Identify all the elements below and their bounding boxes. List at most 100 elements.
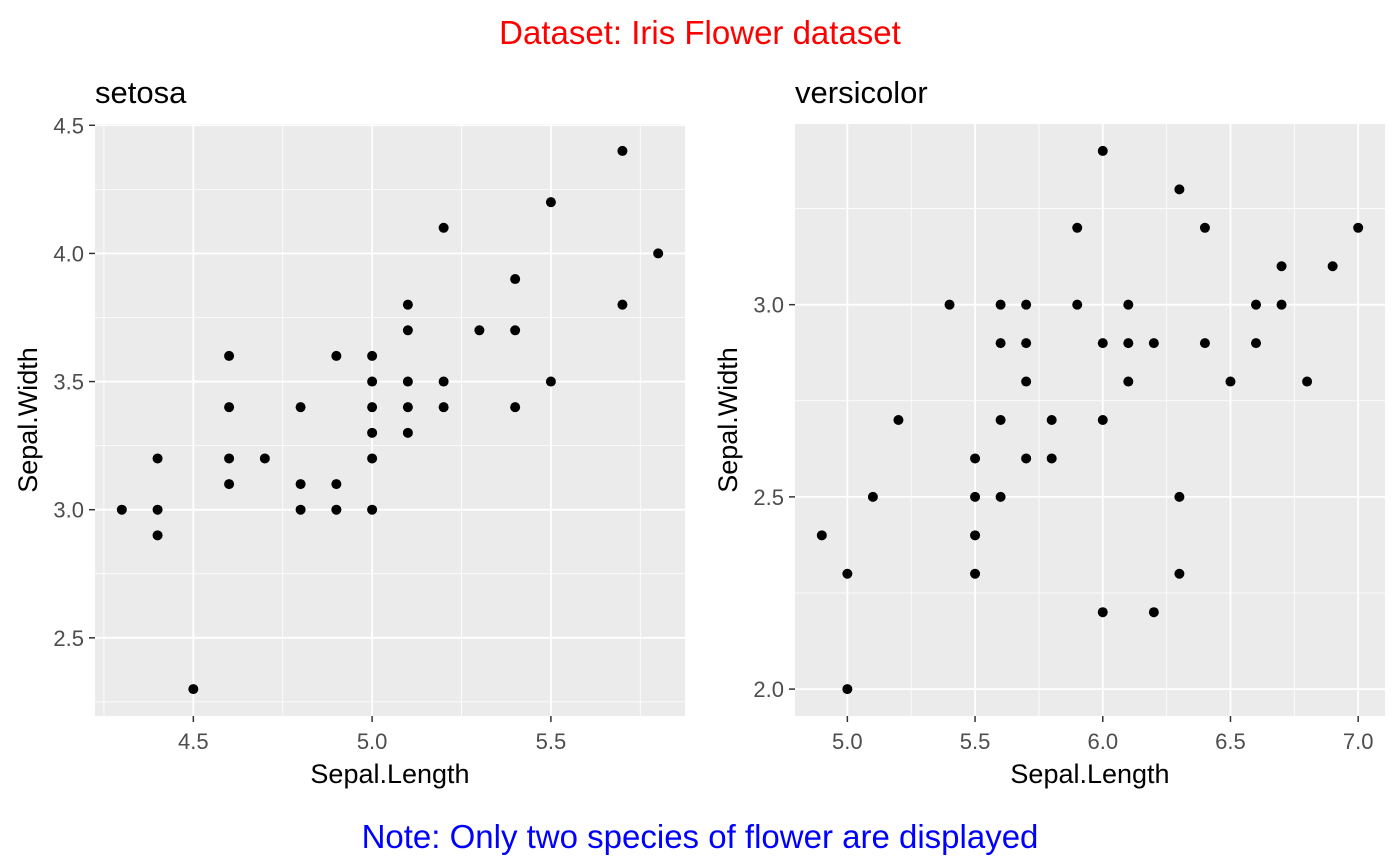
data-point — [1148, 607, 1159, 618]
data-point — [152, 453, 163, 464]
data-point — [331, 350, 342, 361]
data-point — [510, 325, 521, 336]
axis-ticks: 4.5 5.0 5.5 2.5 3.0 3.5 4.0 4.5 — [53, 113, 566, 754]
data-point — [1199, 338, 1210, 349]
y-tick-label: 4.5 — [53, 113, 84, 138]
data-point — [995, 491, 1006, 502]
data-point — [295, 402, 306, 413]
y-tick-label: 3.0 — [753, 293, 784, 318]
data-point — [224, 402, 235, 413]
x-tick-label: 5.0 — [357, 729, 388, 754]
data-point — [1327, 261, 1338, 272]
data-points — [816, 145, 1364, 695]
data-point — [1097, 415, 1108, 425]
x-tick-label: 5.5 — [960, 729, 991, 754]
data-point — [1021, 299, 1032, 310]
data-point — [1097, 338, 1108, 349]
data-point — [1046, 415, 1057, 425]
data-point — [331, 479, 342, 490]
data-point — [438, 376, 449, 387]
plot-background — [95, 124, 685, 716]
data-point — [295, 504, 306, 515]
data-point — [1276, 261, 1287, 272]
data-point — [1021, 338, 1032, 349]
data-point — [367, 350, 378, 361]
data-point — [1123, 338, 1134, 349]
data-point — [438, 402, 449, 413]
data-point — [295, 479, 306, 490]
data-point — [1174, 568, 1185, 579]
data-point — [995, 338, 1006, 349]
data-point — [617, 145, 628, 156]
data-point — [402, 299, 413, 310]
data-point — [1302, 376, 1313, 387]
data-point — [970, 568, 981, 579]
y-axis-label: Sepal.Width — [713, 347, 743, 493]
data-point — [867, 491, 878, 502]
data-point — [152, 530, 163, 541]
data-point — [1123, 376, 1134, 387]
data-point — [842, 684, 853, 695]
data-point — [1021, 453, 1032, 464]
data-point — [510, 402, 521, 413]
data-point — [1021, 376, 1032, 387]
x-tick-label: 6.5 — [1215, 729, 1246, 754]
data-point — [152, 504, 163, 515]
data-point — [402, 402, 413, 413]
data-point — [893, 415, 904, 425]
data-points — [116, 145, 664, 695]
data-point — [1097, 145, 1108, 156]
y-tick-label: 2.5 — [53, 626, 84, 651]
y-axis-label: Sepal.Width — [13, 347, 43, 493]
data-point — [188, 684, 199, 695]
data-point — [224, 453, 235, 464]
y-tick-label: 2.0 — [753, 677, 784, 702]
data-point — [1353, 222, 1364, 233]
data-point — [116, 504, 127, 515]
data-point — [367, 453, 378, 464]
data-point — [367, 504, 378, 515]
data-point — [995, 299, 1006, 310]
axis-ticks: 5.0 5.5 6.0 6.5 7.0 2.0 2.5 3.0 — [753, 293, 1373, 754]
data-point — [402, 376, 413, 387]
data-point — [224, 479, 235, 490]
data-point — [970, 530, 981, 541]
panel-versicolor: versicolor 5.0 5.5 6.0 6.5 7.0 2.0 2.5 3.0 Sepa… — [713, 75, 1385, 789]
figure-caption: Note: Only two species of flower are dis… — [362, 818, 1039, 855]
data-point — [1174, 184, 1185, 195]
y-tick-label: 3.0 — [53, 498, 84, 523]
data-point — [970, 491, 981, 502]
data-point — [402, 427, 413, 438]
data-point — [438, 222, 449, 233]
y-tick-label: 3.5 — [53, 370, 84, 395]
data-point — [1148, 338, 1159, 349]
x-tick-label: 6.0 — [1087, 729, 1118, 754]
x-axis-label: Sepal.Length — [1010, 759, 1169, 789]
data-point — [1046, 453, 1057, 464]
data-point — [816, 530, 827, 541]
data-point — [224, 350, 235, 361]
data-point — [545, 376, 556, 387]
data-point — [1199, 222, 1210, 233]
x-tick-label: 5.0 — [832, 729, 863, 754]
data-point — [474, 325, 485, 336]
data-point — [617, 299, 628, 310]
data-point — [995, 415, 1006, 425]
data-point — [1174, 491, 1185, 502]
x-axis-label: Sepal.Length — [310, 759, 469, 789]
data-point — [1072, 222, 1083, 233]
data-point — [842, 568, 853, 579]
data-point — [367, 376, 378, 387]
panel-title: setosa — [95, 75, 187, 110]
panel-title: versicolor — [795, 75, 928, 110]
data-point — [367, 427, 378, 438]
y-tick-label: 4.0 — [53, 241, 84, 266]
data-point — [1123, 299, 1134, 310]
x-tick-label: 4.5 — [178, 729, 209, 754]
data-point — [510, 274, 521, 285]
figure-title: Dataset: Iris Flower dataset — [499, 14, 901, 51]
data-point — [331, 504, 342, 515]
gridlines — [95, 124, 685, 716]
x-tick-label: 5.5 — [536, 729, 567, 754]
